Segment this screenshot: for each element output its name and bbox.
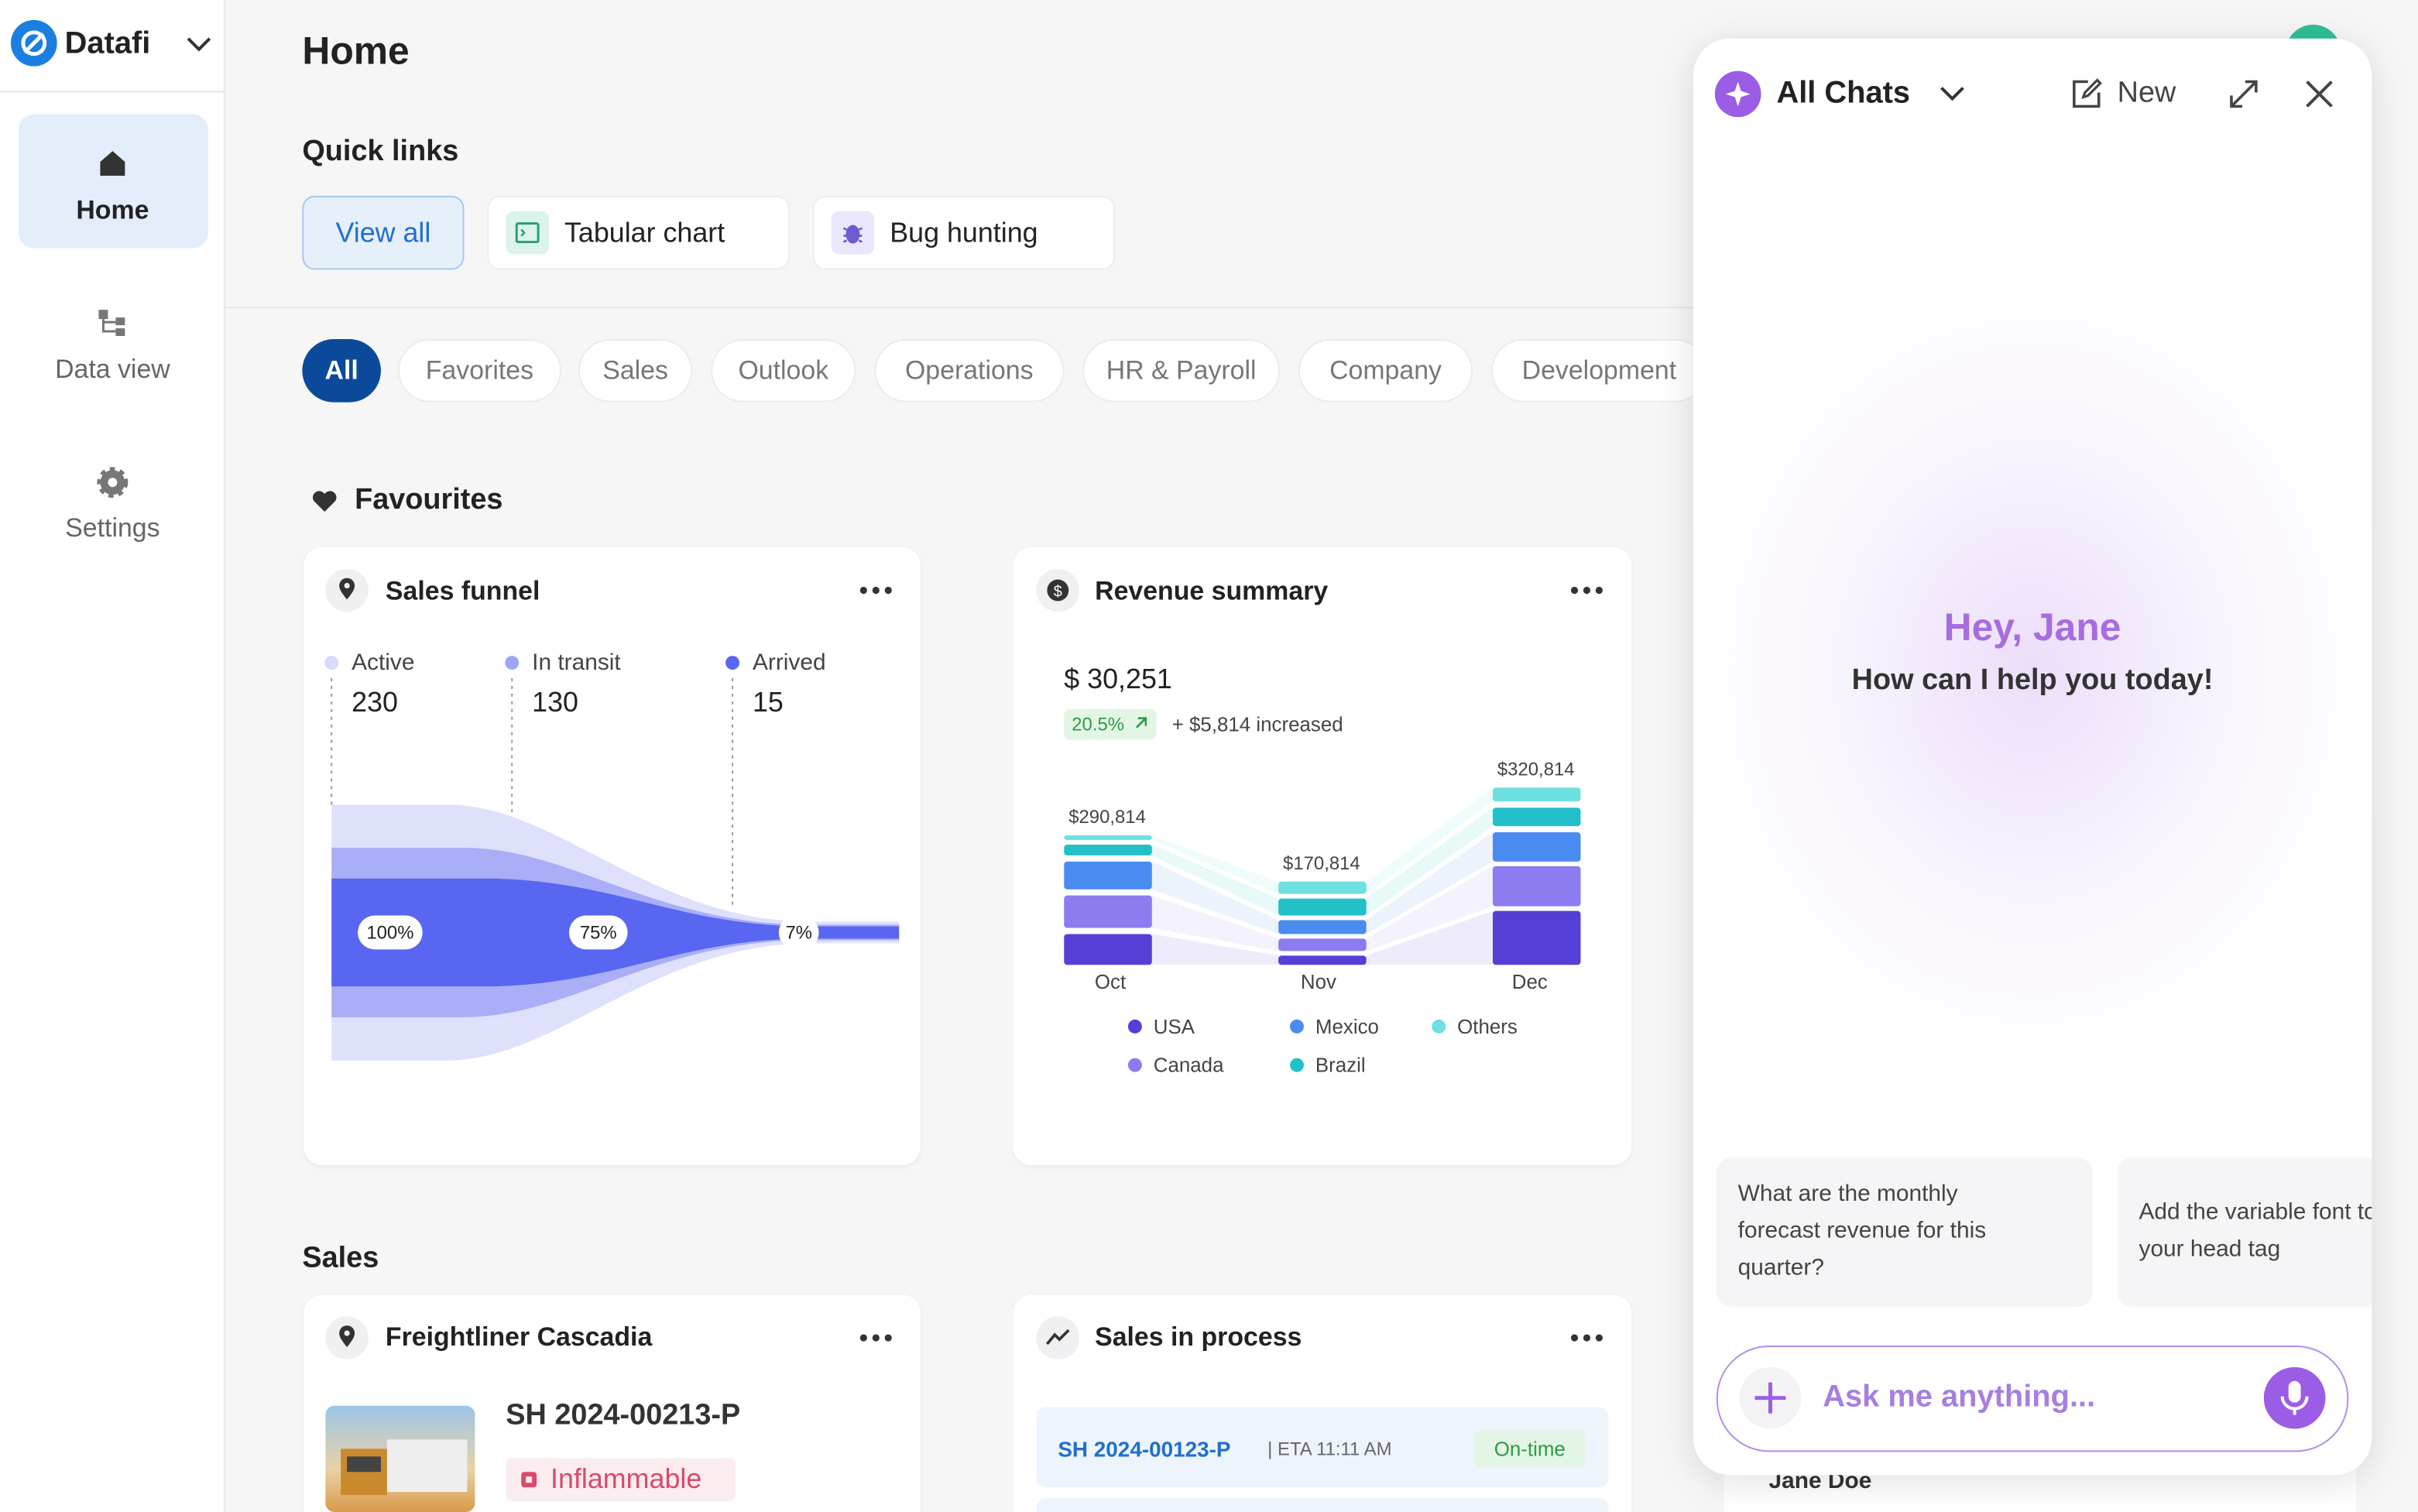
new-chat-icon[interactable] bbox=[2070, 77, 2104, 111]
card-title: Sales in process bbox=[1095, 1322, 1302, 1352]
nav-item[interactable]: Settings bbox=[65, 513, 160, 543]
card-icon bbox=[325, 1316, 369, 1359]
filter-pill[interactable]: Development bbox=[1490, 338, 1707, 403]
quick-link-label: View all bbox=[335, 216, 431, 248]
section-title: Quick links bbox=[302, 135, 459, 169]
sales-funnel-card bbox=[304, 547, 921, 1166]
home-icon bbox=[100, 151, 125, 176]
card-icon: $ bbox=[1036, 568, 1080, 612]
row-status: On-time bbox=[1494, 1437, 1566, 1461]
greeting: Hey, Jane bbox=[1943, 606, 2121, 650]
tag bbox=[506, 1458, 736, 1502]
sidebar bbox=[0, 0, 225, 1512]
stage-value: 130 bbox=[532, 686, 578, 718]
heart-icon bbox=[312, 491, 337, 512]
stage-value: 15 bbox=[752, 686, 784, 718]
card-menu[interactable] bbox=[1570, 1332, 1604, 1344]
card-title: Revenue summary bbox=[1095, 576, 1329, 606]
divider bbox=[225, 307, 1706, 309]
suggestion-text: Add the variable font to your head tag bbox=[2138, 1198, 2372, 1263]
chat-dropdown[interactable] bbox=[1939, 84, 1967, 105]
bar-total: $170,814 bbox=[1283, 852, 1360, 874]
settings-icon bbox=[97, 467, 129, 499]
page-title: Home bbox=[302, 29, 410, 74]
stage-label: Active bbox=[352, 650, 415, 676]
filter-pill[interactable]: Sales bbox=[578, 338, 693, 403]
chat-logo bbox=[1714, 70, 1761, 118]
prompt: How can I help you today! bbox=[1851, 664, 2214, 697]
sidebar-divider bbox=[0, 91, 225, 93]
card-icon bbox=[1036, 1316, 1080, 1359]
stage-label: Arrived bbox=[752, 650, 826, 676]
expand-icon[interactable] bbox=[2228, 79, 2259, 110]
card-icon bbox=[325, 568, 369, 612]
mic-button[interactable] bbox=[2263, 1366, 2326, 1429]
quick-link[interactable]: View all bbox=[302, 195, 465, 270]
bar-total: $320,814 bbox=[1497, 758, 1575, 780]
filter-pill[interactable]: Favorites bbox=[397, 338, 561, 403]
input-placeholder: Ask me anything... bbox=[1823, 1380, 2096, 1414]
up-arrow bbox=[1135, 717, 1147, 729]
quick-link[interactable]: Bug hunting bbox=[812, 195, 1116, 270]
section-title: Sales bbox=[302, 1242, 379, 1275]
quick-link-label: Bug hunting bbox=[890, 216, 1038, 248]
quick-link[interactable]: Tabular chart bbox=[487, 195, 790, 270]
tag-icon bbox=[521, 1472, 537, 1488]
tag-label: Inflammable bbox=[550, 1463, 702, 1495]
change-value: 20.5% bbox=[1072, 713, 1125, 735]
section-title: Favourites bbox=[355, 484, 503, 516]
new-chat-label[interactable]: New bbox=[2117, 77, 2176, 110]
data-view-icon bbox=[98, 310, 125, 337]
chat-input[interactable] bbox=[1716, 1345, 2349, 1452]
nav-item[interactable]: Home bbox=[76, 195, 149, 225]
increase-text: + $5,814 increased bbox=[1171, 712, 1343, 736]
bar-total: $290,814 bbox=[1068, 806, 1146, 828]
row-eta: | ETA 11:11 AM bbox=[1267, 1438, 1392, 1460]
filter-pill[interactable]: HR & Payroll bbox=[1082, 338, 1281, 403]
month-label: Oct bbox=[1094, 970, 1127, 994]
truck-image bbox=[325, 1405, 475, 1512]
close-icon[interactable] bbox=[2304, 79, 2335, 110]
status-badge bbox=[1474, 1430, 1586, 1468]
brand-name: Datafi bbox=[64, 26, 151, 61]
bug-icon bbox=[831, 211, 875, 255]
card-menu[interactable] bbox=[859, 585, 893, 597]
suggestion-card[interactable] bbox=[2117, 1157, 2372, 1308]
nav-home-bg[interactable] bbox=[18, 114, 208, 249]
attach-button[interactable] bbox=[1739, 1366, 1802, 1429]
month-label: Nov bbox=[1300, 970, 1336, 994]
suggestion-text: What are the monthly forecast revenue fo… bbox=[1737, 1180, 1987, 1281]
process-row[interactable] bbox=[1036, 1498, 1609, 1512]
quick-link-label: Tabular chart bbox=[564, 216, 725, 248]
filter-pill[interactable]: All bbox=[302, 338, 381, 403]
card-menu[interactable] bbox=[859, 1332, 893, 1344]
card-title: Sales funnel bbox=[385, 576, 540, 606]
nav-item[interactable]: Data view bbox=[55, 354, 170, 384]
shipment-id: SH 2024-00213-P bbox=[506, 1399, 741, 1432]
revenue-total: $ 30,251 bbox=[1064, 663, 1172, 694]
filter-pill[interactable]: Company bbox=[1298, 338, 1473, 403]
chat-panel: All Chats New Hey, Jane How can I help y… bbox=[1693, 38, 2372, 1476]
month-label: Dec bbox=[1511, 970, 1548, 994]
filter-pill[interactable]: Operations bbox=[874, 338, 1065, 403]
card-menu[interactable] bbox=[1570, 585, 1604, 597]
stage-label: In transit bbox=[532, 650, 621, 676]
card-title: Freightliner Cascadia bbox=[385, 1322, 653, 1352]
chat-glow bbox=[1693, 238, 2372, 1102]
brand-logo bbox=[10, 19, 57, 67]
suggestion-card[interactable] bbox=[1716, 1157, 2093, 1308]
tabular-icon bbox=[506, 211, 550, 255]
svg-text:$: $ bbox=[1054, 583, 1062, 600]
brand-dropdown[interactable] bbox=[185, 34, 213, 56]
row-id: SH 2024-00123-P bbox=[1058, 1436, 1231, 1462]
change-badge bbox=[1064, 708, 1157, 740]
stage-value: 230 bbox=[352, 686, 398, 718]
filter-pill[interactable]: Outlook bbox=[711, 338, 856, 403]
chat-title[interactable]: All Chats bbox=[1776, 76, 1911, 111]
